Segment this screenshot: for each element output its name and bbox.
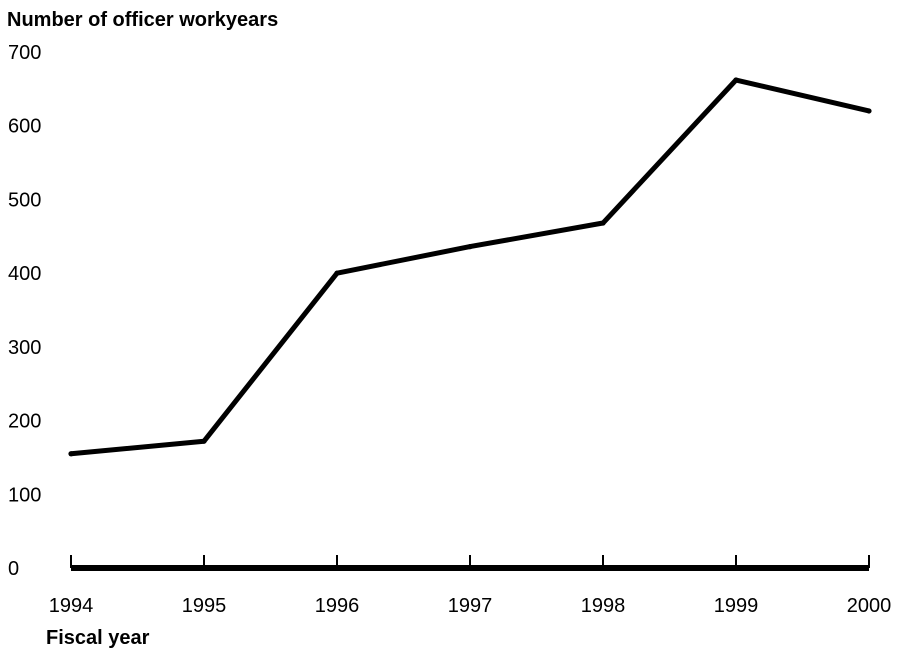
y-tick-label: 500 bbox=[8, 189, 41, 211]
x-tick-label: 1996 bbox=[315, 595, 360, 617]
x-axis bbox=[70, 555, 870, 571]
series-line bbox=[70, 77, 870, 457]
y-tick-label: 400 bbox=[8, 263, 41, 285]
data-point bbox=[600, 220, 606, 226]
data-point bbox=[201, 438, 207, 444]
y-tick-label: 600 bbox=[8, 116, 41, 138]
data-point bbox=[733, 77, 739, 83]
series-group bbox=[68, 77, 872, 457]
x-tick-label: 1998 bbox=[581, 595, 626, 617]
x-tick-label: 1995 bbox=[182, 595, 227, 617]
y-axis-title: Number of officer workyears bbox=[7, 9, 278, 31]
x-tick-label: 1994 bbox=[49, 595, 94, 617]
y-tick-label: 300 bbox=[8, 337, 41, 359]
data-point bbox=[68, 451, 74, 457]
data-point bbox=[334, 270, 340, 276]
x-tick-label: 1997 bbox=[448, 595, 493, 617]
y-tick-label: 700 bbox=[8, 42, 41, 64]
x-axis-title: Fiscal year bbox=[46, 627, 150, 649]
y-tick-labels: 0 100 200 300 400 500 600 700 bbox=[8, 42, 41, 580]
data-point bbox=[866, 108, 872, 114]
y-tick-label: 100 bbox=[8, 484, 41, 506]
x-tick-label: 2000 bbox=[847, 595, 892, 617]
x-tick-labels: 1994 1995 1996 1997 1998 1999 2000 bbox=[49, 595, 892, 617]
x-tick-label: 1999 bbox=[714, 595, 759, 617]
data-point bbox=[467, 244, 473, 250]
y-tick-label: 200 bbox=[8, 411, 41, 433]
y-tick-label: 0 bbox=[8, 558, 19, 580]
